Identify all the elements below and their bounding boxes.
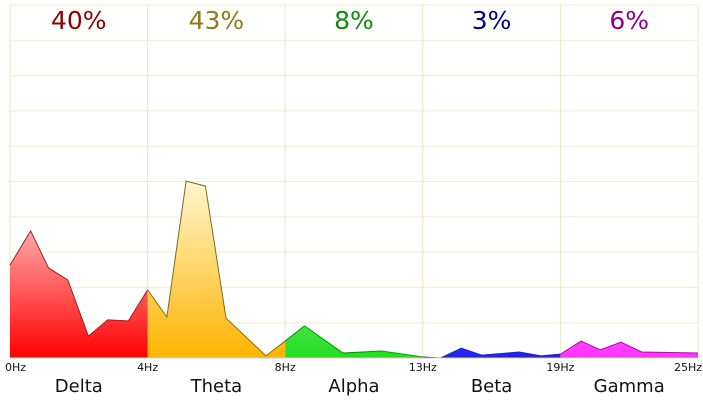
band-name: Theta: [190, 376, 243, 397]
area-line: [284, 325, 423, 358]
percent-label: 40%: [51, 6, 107, 35]
area-fill: [560, 341, 698, 358]
area-fill: [285, 325, 423, 358]
area-fill: [10, 230, 148, 358]
x-tick-label: 8Hz: [275, 361, 296, 374]
percent-label: 43%: [189, 6, 245, 35]
x-tick-label: 25Hz: [674, 361, 702, 374]
x-tick-label: 13Hz: [409, 361, 437, 374]
band-name: Beta: [471, 376, 513, 397]
area-line: [147, 180, 286, 357]
x-tick-label: 0Hz: [5, 361, 26, 374]
band-name: Alpha: [328, 376, 379, 397]
area-line: [9, 229, 149, 337]
area-fill: [147, 181, 286, 358]
percent-label: 3%: [472, 6, 512, 35]
area-line: [560, 340, 699, 355]
x-tick-label: 4Hz: [137, 361, 158, 374]
band-name: Gamma: [594, 376, 665, 397]
band-name: Delta: [55, 376, 103, 397]
x-tick-label: 19Hz: [546, 361, 574, 374]
percent-label: 6%: [609, 6, 649, 35]
percent-label: 8%: [334, 6, 374, 35]
